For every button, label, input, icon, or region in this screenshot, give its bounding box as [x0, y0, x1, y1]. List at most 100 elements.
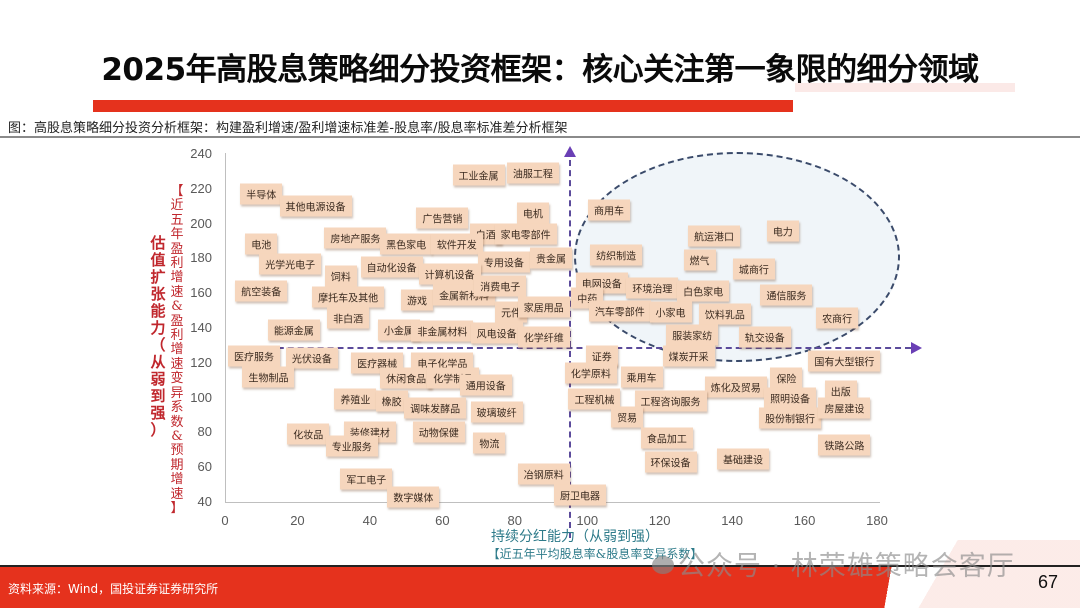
y-tick-label: 240	[190, 146, 212, 161]
sector-label: 油服工程	[506, 162, 559, 184]
sector-label: 房地产服务	[324, 227, 387, 249]
sector-label: 出版	[824, 380, 857, 402]
title-underline-bar	[93, 100, 793, 112]
page-title: 2025年高股息策略细分投资框架：核心关注第一象限的细分领域	[101, 52, 979, 88]
sector-label: 纺织制造	[590, 244, 643, 266]
sector-label: 股份制银行	[759, 407, 822, 429]
top-divider	[0, 136, 1080, 138]
sector-label: 数字媒体	[387, 486, 440, 508]
sector-label: 环境治理	[626, 277, 679, 299]
y-tick-label: 100	[190, 389, 212, 405]
y-tick-label: 180	[190, 250, 212, 266]
title-highlight	[795, 83, 1015, 92]
sector-label: 通用设备	[459, 374, 512, 396]
y-tick-label: 220	[190, 180, 212, 196]
x-tick-label: 20	[290, 513, 305, 528]
sector-label: 家电零部件	[494, 223, 557, 245]
sector-label: 贸易	[611, 406, 644, 428]
sector-label: 光伏设备	[285, 347, 338, 369]
sector-label: 光学光电子	[259, 253, 322, 275]
x-axis-subtitle: 【近五年平均股息率&股息率变异系数】	[487, 547, 703, 561]
x-tick-label: 160	[793, 513, 816, 528]
sector-label: 商用车	[587, 199, 630, 221]
source-note: 资料来源：Wind，国投证券证券研究所	[8, 582, 219, 596]
sector-label: 计算机设备	[418, 263, 481, 285]
sector-label: 化妆品	[287, 423, 330, 445]
sector-label: 保险	[770, 367, 803, 389]
sector-label: 基础建设	[716, 448, 769, 469]
sector-label: 自动化设备	[360, 256, 423, 278]
sector-label: 冶钢原料	[517, 463, 570, 485]
sector-label: 黑色家电	[380, 233, 433, 255]
y-axis-title: 估值扩张能力（从弱到强）	[150, 234, 166, 439]
x-tick-label: 0	[221, 513, 229, 528]
sector-label: 软件开发	[430, 233, 483, 255]
sector-label: 电力	[766, 220, 799, 242]
sector-label: 风电设备	[470, 322, 523, 344]
y-tick-label: 80	[197, 424, 212, 440]
sector-label: 房屋建设	[818, 397, 871, 419]
sector-label: 汽车零部件	[588, 300, 651, 322]
y-tick-label: 160	[190, 285, 212, 301]
x-tick-label: 180	[866, 513, 888, 528]
sector-label: 城商行	[732, 258, 775, 280]
sector-label: 能源金属	[267, 319, 320, 341]
sector-label: 化学原料	[564, 362, 617, 384]
sector-label: 炼化及贸易	[704, 376, 767, 398]
sector-label: 厨卫电器	[553, 484, 606, 506]
x-tick-label: 140	[721, 513, 743, 528]
sector-label: 煤炭开采	[662, 345, 715, 367]
sector-label: 橡胶	[375, 390, 408, 412]
sector-label: 照明设备	[764, 387, 817, 409]
sector-label: 家居用品	[517, 296, 570, 318]
sector-label: 电池	[245, 233, 278, 255]
sector-label: 军工电子	[340, 468, 393, 490]
sector-label: 养殖业	[334, 388, 377, 410]
sector-label: 小金属	[377, 319, 420, 341]
x-tick-label: 40	[362, 513, 378, 528]
sector-label: 玻璃玻纤	[470, 401, 523, 423]
sector-label: 航运港口	[688, 225, 740, 247]
sector-label: 小家电	[649, 301, 692, 323]
x-tick-label: 120	[648, 513, 671, 528]
sector-label: 化学纤维	[517, 326, 570, 348]
sector-label: 半导体	[240, 183, 283, 205]
sector-label: 医疗服务	[227, 345, 280, 367]
footer-red-band	[0, 566, 1080, 608]
sector-label: 游戏	[400, 289, 433, 311]
x-tick-label: 80	[507, 513, 522, 528]
sector-label: 通信服务	[760, 284, 813, 306]
sector-label: 轨交设备	[738, 326, 791, 348]
sector-label: 乘用车	[620, 366, 663, 388]
sector-label: 食品加工	[640, 427, 693, 449]
y-tick-label: 60	[197, 459, 212, 475]
sector-label: 航空装备	[235, 280, 288, 302]
sector-label: 铁路公路	[818, 434, 871, 456]
sector-label: 专业服务	[325, 435, 378, 457]
vertical-quadrant-divider	[569, 150, 572, 538]
x-axis-line	[225, 502, 880, 503]
watermark: 公众号 · 林荣雄策略会客厅	[678, 551, 1015, 582]
sector-label: 工业金属	[452, 164, 505, 186]
sector-label: 广告营销	[416, 207, 469, 229]
sector-label: 农商行	[816, 307, 859, 329]
y-tick-label: 120	[190, 354, 212, 370]
sector-label: 证券	[585, 345, 618, 367]
sector-label: 白色家电	[677, 280, 730, 302]
sector-label: 休闲食品	[380, 367, 433, 389]
figure-caption: 图：高股息策略细分投资分析框架：构建盈利增速/盈利增速标准差-股息率/股息率标准…	[8, 121, 568, 136]
sector-label: 动物保健	[412, 421, 465, 443]
sector-label: 饮料乳品	[698, 303, 751, 325]
sector-label: 饲料	[324, 265, 357, 287]
y-tick-label: 140	[190, 320, 212, 335]
sector-label: 服装家纺	[666, 324, 719, 346]
arrow-right-icon	[911, 342, 922, 355]
sector-label: 生物制品	[242, 366, 295, 388]
y-tick-label: 40	[197, 494, 212, 509]
y-tick-label: 200	[190, 215, 212, 231]
y-axis-subtitle: 【近五年盈利增速 & 盈利增速变异系数 & 预期增速】	[170, 184, 184, 516]
sector-label: 摩托车及其他	[312, 286, 385, 308]
sector-label: 国有大型银行	[808, 350, 881, 372]
sector-label: 消费电子	[474, 275, 527, 297]
